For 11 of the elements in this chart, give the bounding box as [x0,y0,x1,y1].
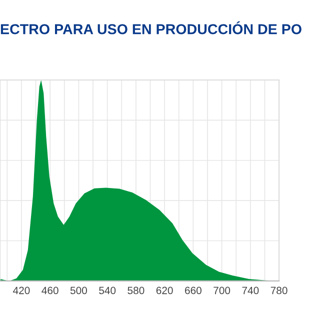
x-tick-label: 780 [270,286,288,294]
x-tick-label: 540 [99,286,116,294]
x-tick-label: 420 [13,286,30,294]
x-tick-label: 460 [42,286,58,294]
x-tick-label: 500 [70,286,87,294]
x-tick-label: 700 [214,286,230,294]
x-tick-label: 660 [185,286,202,294]
x-tick-label: 580 [128,286,144,294]
x-tick-label: 620 [156,286,173,294]
chart-title: ECTRO PARA USO EN PRODUCCIÓN DE PO [0,21,302,34]
x-tick-label: 740 [242,286,259,294]
